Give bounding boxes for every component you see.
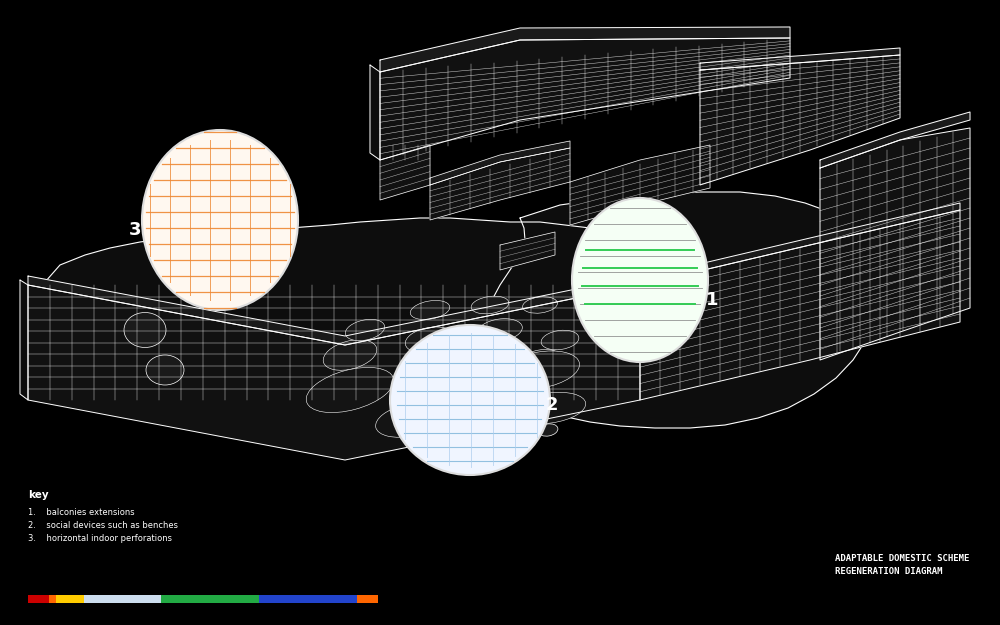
- Text: 1: 1: [706, 291, 718, 309]
- Text: 3: 3: [129, 221, 141, 239]
- Polygon shape: [620, 214, 680, 258]
- Text: key: key: [28, 490, 49, 500]
- Ellipse shape: [323, 340, 377, 370]
- Ellipse shape: [146, 355, 184, 385]
- Bar: [84, 595, 161, 603]
- Ellipse shape: [345, 319, 385, 341]
- Ellipse shape: [443, 398, 517, 432]
- Polygon shape: [820, 112, 970, 168]
- Ellipse shape: [306, 368, 394, 413]
- Polygon shape: [28, 218, 672, 415]
- Ellipse shape: [514, 392, 586, 424]
- Ellipse shape: [124, 312, 166, 348]
- Ellipse shape: [518, 424, 538, 436]
- Polygon shape: [28, 276, 640, 345]
- Ellipse shape: [376, 402, 444, 437]
- Polygon shape: [380, 27, 790, 72]
- Bar: [357, 595, 378, 603]
- Ellipse shape: [478, 424, 498, 436]
- Polygon shape: [640, 210, 960, 400]
- Text: 2: 2: [546, 396, 558, 414]
- Ellipse shape: [478, 319, 522, 341]
- Ellipse shape: [408, 359, 492, 401]
- Polygon shape: [28, 285, 640, 460]
- Ellipse shape: [572, 198, 708, 362]
- Polygon shape: [640, 203, 960, 285]
- Ellipse shape: [390, 325, 550, 475]
- Ellipse shape: [498, 424, 518, 436]
- Ellipse shape: [519, 349, 561, 371]
- Ellipse shape: [405, 327, 455, 353]
- Polygon shape: [700, 55, 900, 185]
- Polygon shape: [20, 280, 28, 400]
- Ellipse shape: [500, 351, 580, 389]
- Polygon shape: [820, 128, 970, 360]
- Bar: [49, 595, 56, 603]
- Polygon shape: [370, 65, 380, 160]
- Bar: [56, 595, 84, 603]
- Ellipse shape: [142, 130, 298, 310]
- Polygon shape: [500, 232, 555, 270]
- Text: 2.    social devices such as benches: 2. social devices such as benches: [28, 521, 178, 530]
- Bar: [161, 595, 259, 603]
- Ellipse shape: [471, 296, 509, 314]
- Polygon shape: [483, 192, 882, 428]
- Bar: [259, 595, 357, 603]
- Polygon shape: [380, 145, 430, 200]
- Text: ADAPTABLE DOMESTIC SCHEME
REGENERATION DIAGRAM: ADAPTABLE DOMESTIC SCHEME REGENERATION D…: [835, 554, 969, 576]
- Polygon shape: [380, 38, 790, 160]
- Ellipse shape: [410, 301, 450, 319]
- Polygon shape: [430, 148, 570, 220]
- Bar: [28, 595, 49, 603]
- Polygon shape: [700, 48, 900, 70]
- Ellipse shape: [538, 424, 558, 436]
- Ellipse shape: [523, 297, 557, 313]
- Ellipse shape: [541, 330, 579, 350]
- Text: 1.    balconies extensions: 1. balconies extensions: [28, 508, 135, 517]
- Polygon shape: [570, 145, 710, 225]
- Text: 3.    horizontal indoor perforations: 3. horizontal indoor perforations: [28, 534, 172, 543]
- Polygon shape: [430, 141, 570, 185]
